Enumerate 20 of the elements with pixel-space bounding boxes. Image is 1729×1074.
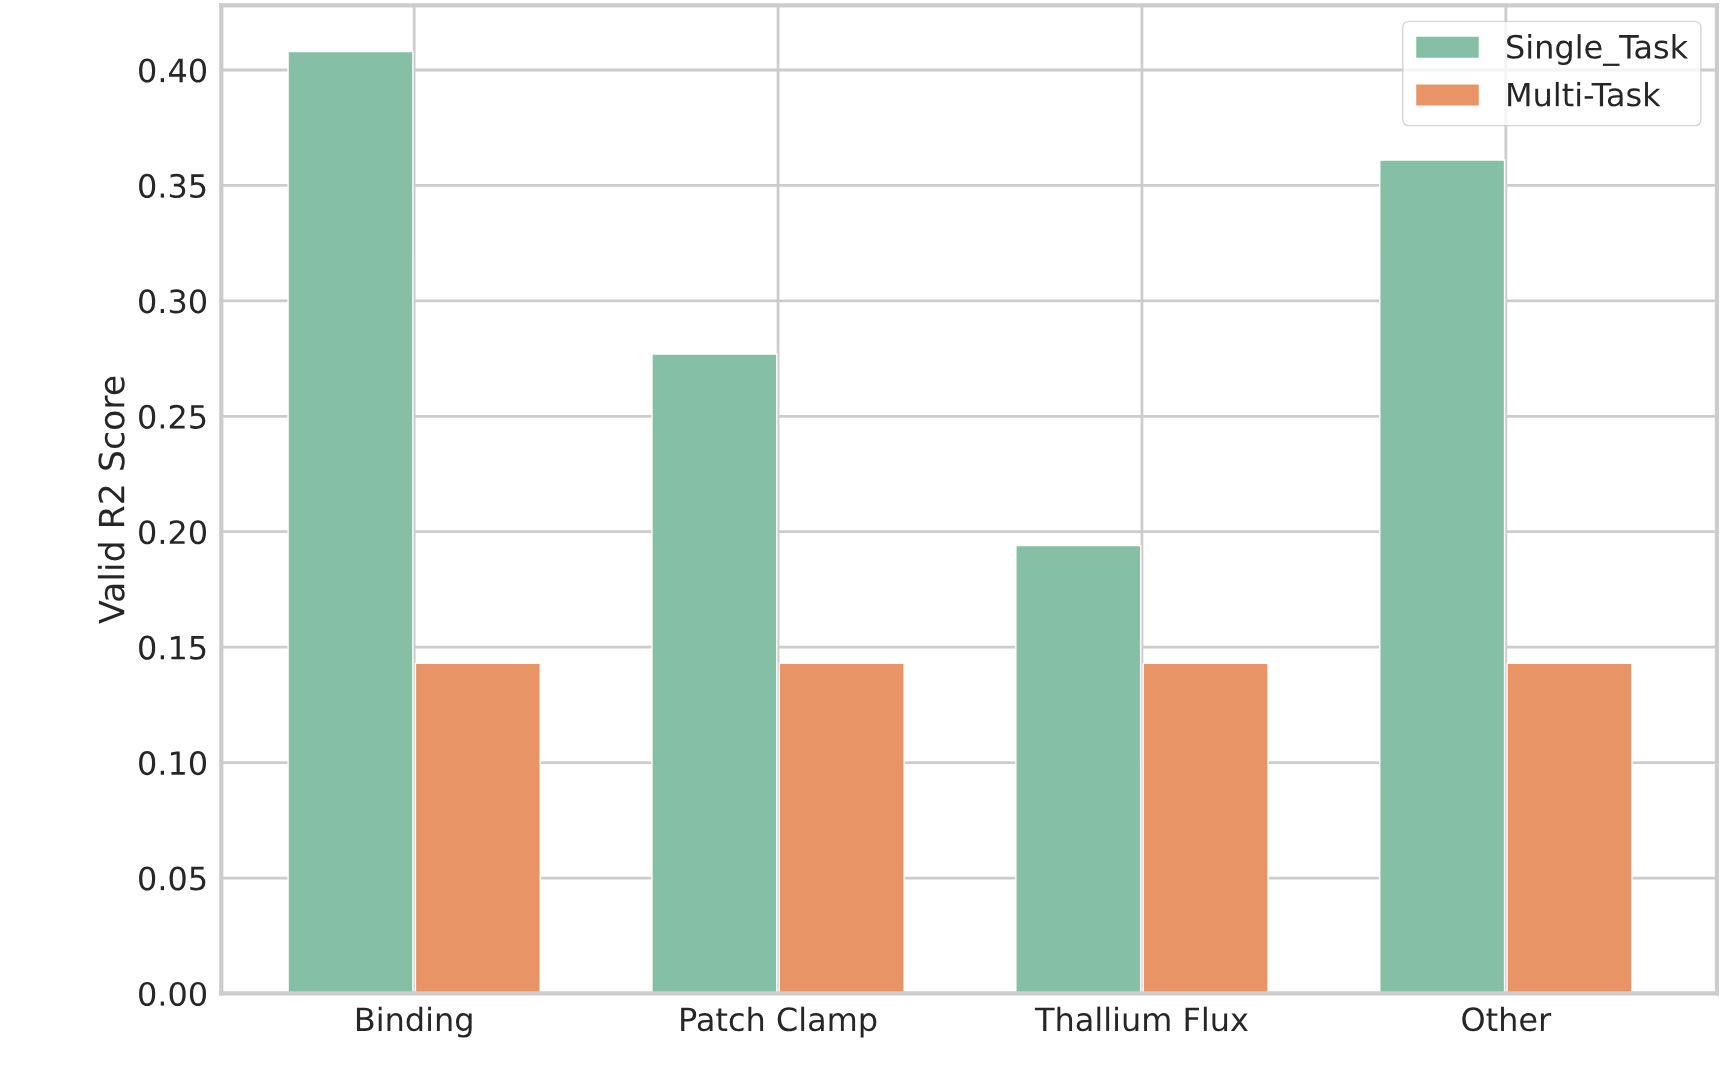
legend-label: Multi-Task	[1508, 81, 1661, 107]
y-tick-label: 0.05	[139, 866, 206, 891]
legend-label: Single_Task	[1507, 34, 1689, 66]
y-tick-label: 0.20	[139, 520, 206, 545]
y-tick-label: 0.15	[139, 635, 206, 660]
bar	[1142, 662, 1269, 994]
y-tick-label: 0.10	[139, 751, 206, 776]
bar	[1015, 544, 1142, 994]
bar	[651, 353, 778, 994]
x-tick-label: Thallium Flux	[1034, 1006, 1248, 1032]
x-tick-label: Binding	[356, 1006, 472, 1038]
y-tick-label: 0.30	[139, 289, 206, 314]
y-axis-title: Valid R2 Score	[97, 376, 125, 624]
x-tick-label: Other	[1462, 1006, 1552, 1032]
bar	[778, 662, 905, 994]
y-tick-label: 0.25	[139, 404, 206, 429]
y-tick-label: 0.00	[139, 981, 206, 1007]
y-tick-label: 0.35	[139, 173, 206, 199]
y-tick-label: 0.40	[139, 58, 206, 83]
x-tick-label: Patch Clamp	[681, 1006, 877, 1038]
